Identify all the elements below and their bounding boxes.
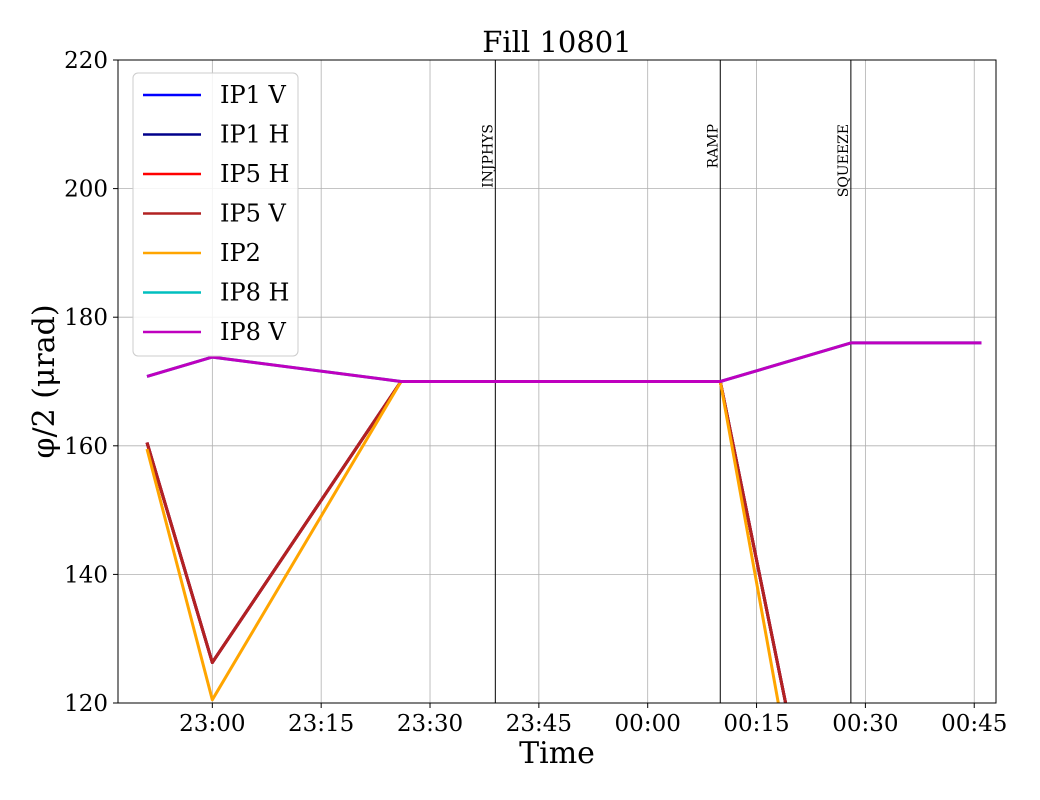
axis-ticks: 23:00 23:15 23:30 23:45 00:00 00:15 00:30 00:45…	[64, 48, 1007, 737]
legend-box	[132, 72, 299, 357]
y-tick-label: 160	[64, 434, 108, 460]
y-tick-label: 220	[64, 48, 108, 74]
event-label-squeeze: SQUEEZE	[836, 124, 852, 197]
legend: IP1 V IP1 H IP5 H IP5 V IP2 IP8 H IP8 V	[132, 72, 299, 357]
series-line-ip5-h	[145, 380, 788, 704]
series-line-ip1-h	[145, 380, 788, 704]
x-tick-label: 23:45	[506, 711, 572, 737]
x-tick-label: 23:15	[288, 711, 354, 737]
chart-title: Fill 10801	[482, 25, 631, 59]
series-line-ip2	[145, 380, 780, 704]
legend-label-ip5-v: IP5 V	[220, 200, 287, 228]
series-line-ip8-v	[146, 341, 982, 383]
legend-label-ip1-v: IP1 V	[220, 81, 287, 109]
x-tick-label: 23:00	[179, 711, 245, 737]
x-axis-label: Time	[519, 736, 595, 771]
legend-label-ip2: IP2	[220, 239, 261, 267]
event-label-ramp: RAMP	[705, 124, 721, 168]
y-axis-label: φ/2 (μrad)	[27, 304, 62, 458]
y-tick-label: 140	[64, 562, 108, 588]
x-tick-label: 00:30	[832, 711, 898, 737]
event-label-injphys: INJPHYS	[480, 124, 496, 188]
y-tick-label: 120	[64, 691, 108, 717]
x-tick-label: 23:30	[397, 711, 463, 737]
legend-label-ip1-h: IP1 H	[220, 121, 289, 149]
event-markers: INJPHYS RAMP SQUEEZE	[480, 60, 852, 703]
legend-label-ip8-v: IP8 V	[220, 318, 287, 346]
x-tick-label: 00:45	[941, 711, 1007, 737]
legend-label-ip5-h: IP5 H	[220, 160, 289, 188]
y-tick-label: 180	[64, 305, 108, 331]
plot-frame	[117, 59, 997, 704]
x-tick-label: 00:00	[615, 711, 681, 737]
x-tick-label: 00:15	[723, 711, 789, 737]
y-tick-label: 200	[64, 177, 108, 203]
series-line-ip5-v	[145, 380, 788, 704]
series-lines	[145, 341, 982, 704]
legend-label-ip8-h: IP8 H	[220, 279, 289, 307]
series-line-ip1-v	[145, 380, 788, 704]
